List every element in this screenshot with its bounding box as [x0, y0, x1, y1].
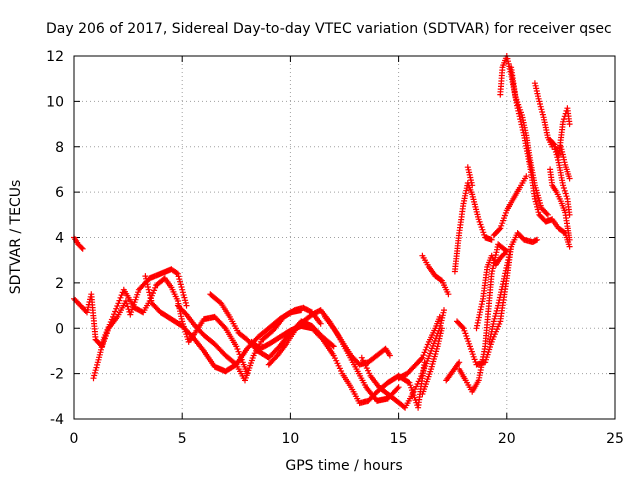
x-tick-label: 20 — [498, 431, 516, 447]
series-track-13 — [443, 359, 463, 384]
data-point-marks — [508, 64, 551, 218]
data-point-marks — [71, 266, 190, 350]
plot-frame — [73, 55, 616, 420]
data-point-marks — [322, 313, 393, 368]
data-point-marks — [490, 173, 530, 239]
y-tick-label: 6 — [55, 185, 64, 201]
data-point-marks — [473, 250, 508, 332]
y-tick-label: 4 — [55, 231, 64, 247]
series-track-18 — [464, 164, 476, 189]
x-tick-label: 10 — [281, 431, 299, 447]
data-point-marks — [486, 230, 541, 345]
series-track-2 — [71, 266, 190, 350]
x-tick-label: 0 — [70, 431, 79, 447]
y-tick-label: 12 — [46, 49, 64, 65]
series-track-26 — [547, 105, 573, 159]
y-tick-label: 10 — [46, 94, 64, 110]
y-axis-label: SDTVAR / TECUs — [8, 180, 24, 295]
series-track-27 — [547, 166, 573, 243]
x-tick-label: 25 — [606, 431, 624, 447]
y-tick-label: 0 — [55, 321, 64, 337]
data-point-marks — [451, 180, 495, 275]
grid — [74, 56, 615, 419]
data-point-marks — [419, 252, 452, 298]
series-track-9 — [322, 313, 393, 368]
data-point-marks — [443, 359, 463, 384]
x-tick-label: 5 — [178, 431, 187, 447]
series-track-16 — [456, 241, 510, 395]
y-axis-ticks: -4 -2 0 2 4 6 8 10 12 — [46, 49, 615, 428]
series-track-11 — [395, 313, 443, 382]
y-tick-label: -4 — [50, 412, 64, 428]
x-tick-label: 15 — [390, 431, 408, 447]
series-track-23 — [508, 64, 551, 218]
y-tick-label: 2 — [55, 276, 64, 292]
data-point-marks — [547, 166, 573, 243]
data-point-marks — [464, 164, 476, 189]
series-track-12 — [419, 325, 445, 397]
data-point-marks — [547, 105, 573, 159]
chart-title: Day 206 of 2017, Sidereal Day-to-day VTE… — [46, 21, 612, 37]
data-point-marks — [557, 143, 573, 182]
x-axis-ticks: 0 5 10 15 20 25 — [70, 56, 624, 447]
series-track-28 — [557, 143, 573, 182]
series-track-19 — [473, 250, 508, 332]
data-point-marks — [395, 313, 443, 382]
y-tick-label: 8 — [55, 140, 64, 156]
data-marks — [71, 53, 573, 411]
series-track-14 — [419, 252, 452, 298]
x-axis-label: GPS time / hours — [285, 458, 402, 474]
series-track-20 — [490, 173, 530, 239]
data-point-marks — [419, 325, 445, 397]
series-track-21 — [486, 230, 541, 345]
series-track-17 — [451, 180, 495, 275]
y-tick-label: -2 — [50, 367, 64, 383]
data-point-marks — [456, 241, 510, 395]
